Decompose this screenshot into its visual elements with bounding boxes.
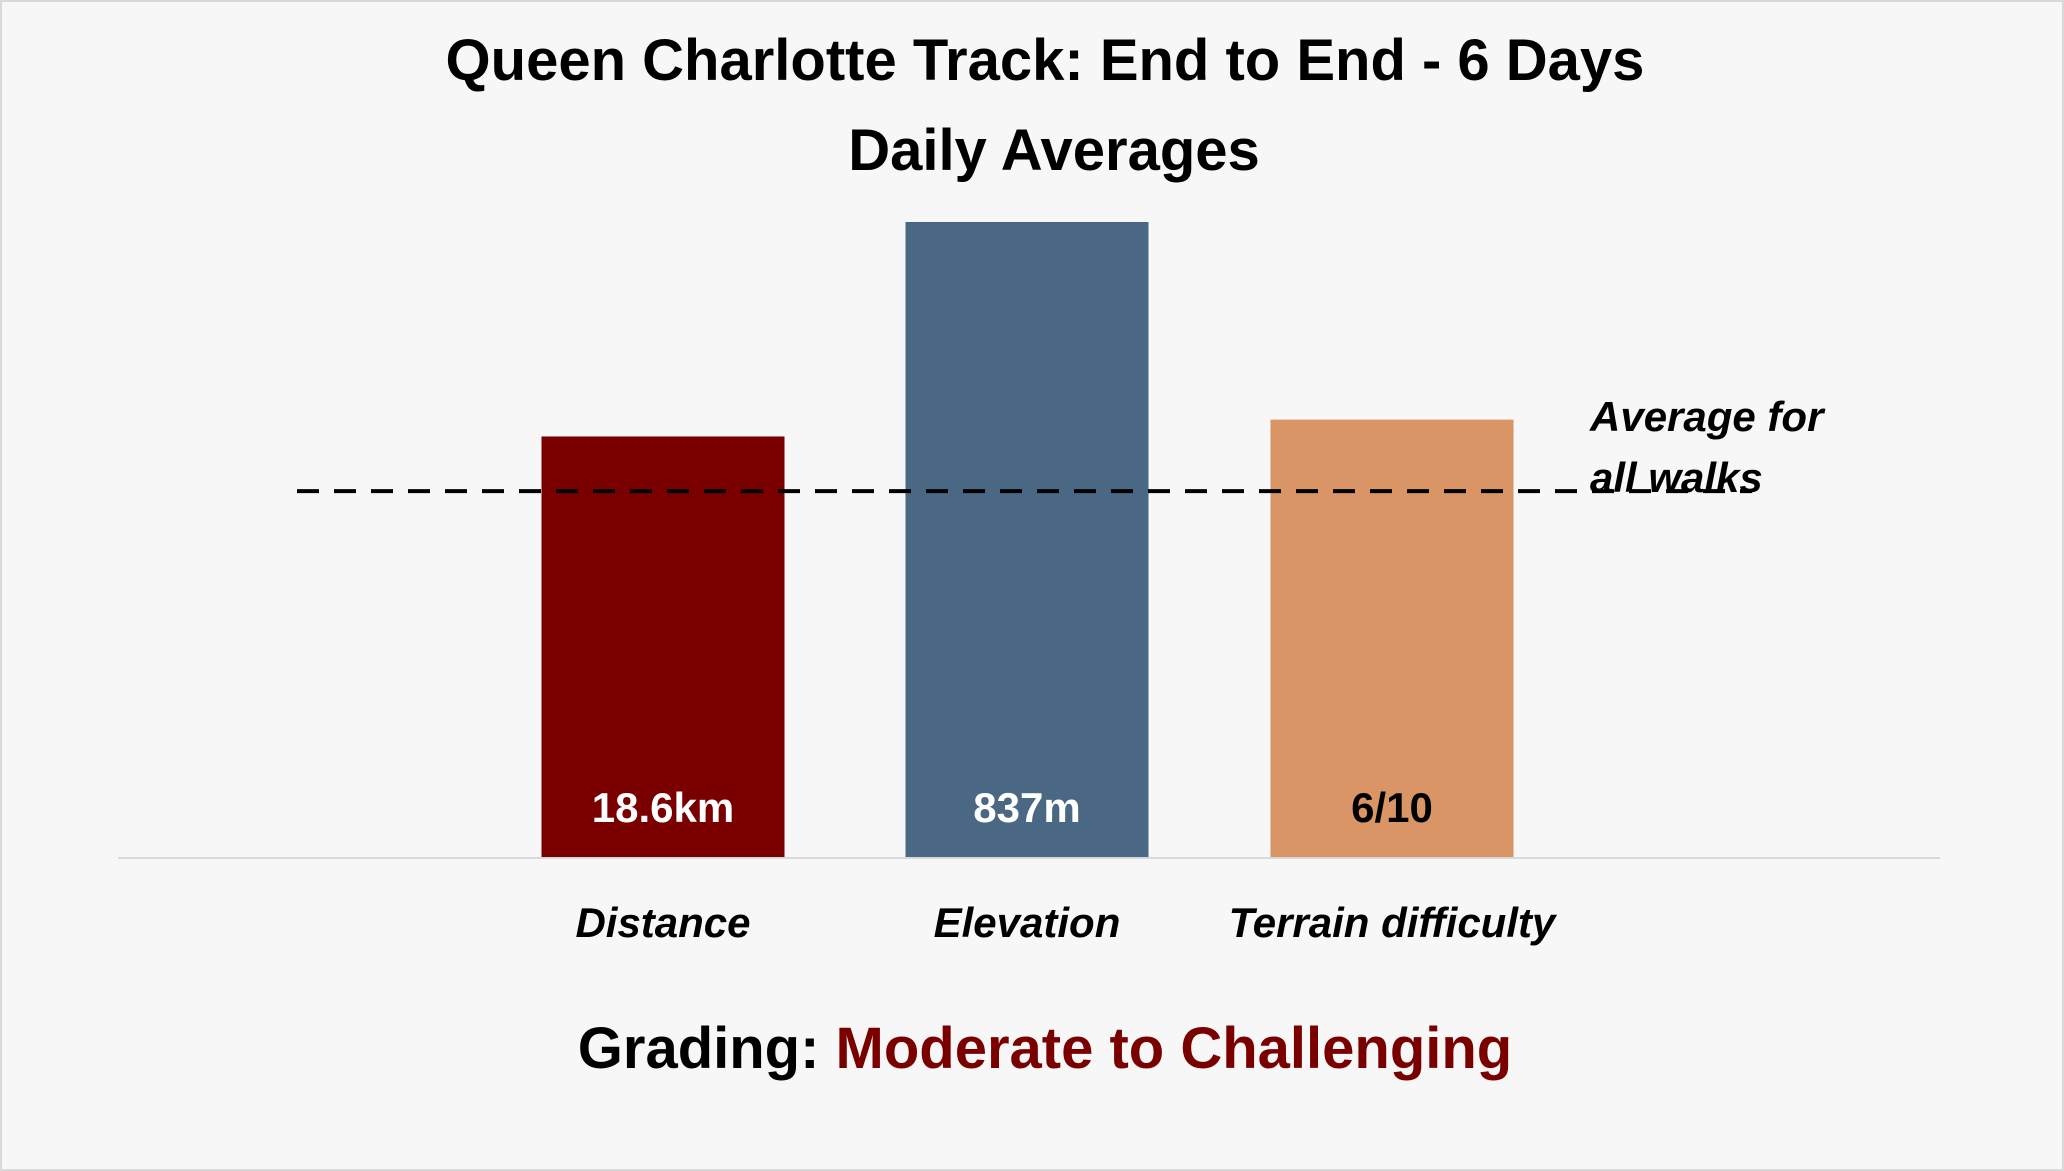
data-label-terrain-difficulty: 6/10 bbox=[1351, 784, 1433, 831]
category-label-distance: Distance bbox=[575, 899, 750, 946]
data-label-distance: 18.6km bbox=[592, 784, 734, 831]
bar-distance bbox=[541, 436, 785, 857]
reference-label-line2: all walks bbox=[1590, 454, 1763, 501]
bar-elevation bbox=[905, 222, 1149, 857]
grading-value: Moderate to Challenging bbox=[836, 1016, 1513, 1081]
reference-label-line1: Average for bbox=[1589, 393, 1826, 440]
category-label-terrain-difficulty: Terrain difficulty bbox=[1229, 899, 1558, 946]
category-label-elevation: Elevation bbox=[934, 899, 1121, 946]
data-label-elevation: 837m bbox=[973, 784, 1080, 831]
grading-line: Grading: Moderate to Challenging bbox=[578, 1016, 1512, 1081]
chart-title-line2: Daily Averages bbox=[848, 118, 1260, 183]
chart-title-line1: Queen Charlotte Track: End to End - 6 Da… bbox=[446, 28, 1645, 93]
grading-prefix: Grading: bbox=[578, 1016, 836, 1081]
category-labels-layer: Distance Elevation Terrain difficulty bbox=[575, 899, 1558, 946]
bars-layer: 18.6km 837m 6/10 bbox=[541, 222, 1514, 857]
